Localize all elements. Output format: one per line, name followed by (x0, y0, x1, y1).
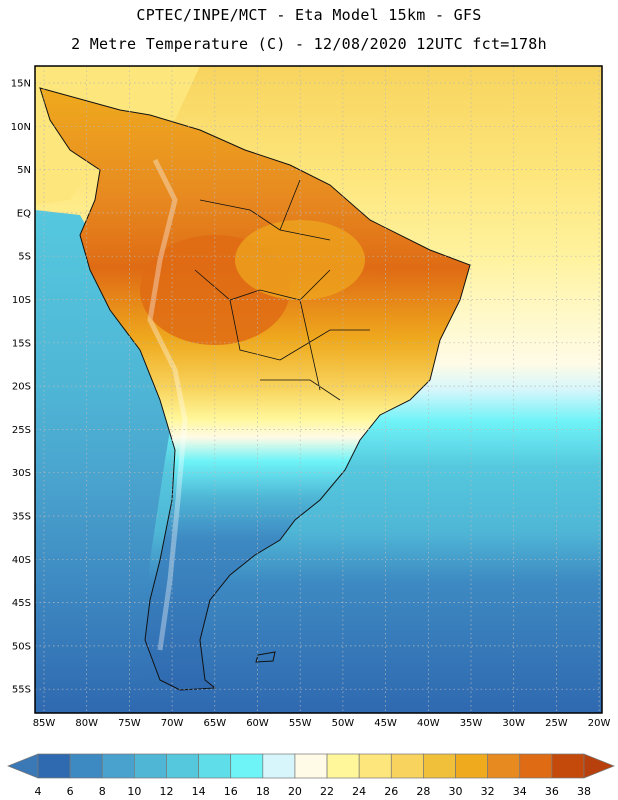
lat-label: 5N (17, 165, 31, 176)
lon-label: 30W (502, 718, 525, 729)
map-frame (34, 65, 603, 714)
lat-label: 15S (12, 338, 31, 349)
lat-label: 55S (12, 685, 31, 696)
colorbar-label: 6 (67, 785, 74, 798)
lon-label: 60W (246, 718, 269, 729)
colorbar-label: 8 (99, 785, 106, 798)
lat-label: EQ (17, 208, 31, 219)
lon-label: 45W (374, 718, 397, 729)
lon-label: 35W (460, 718, 483, 729)
lat-label: 10N (11, 122, 31, 133)
colorbar-label: 16 (224, 785, 238, 798)
colorbar-swatch (230, 753, 264, 779)
lat-label: 50S (12, 641, 31, 652)
colorbar-swatch (198, 753, 232, 779)
colorbar-label: 10 (127, 785, 141, 798)
south-america-landmass (39, 87, 471, 691)
colorbar-label: 14 (192, 785, 206, 798)
colorbar-label: 20 (288, 785, 302, 798)
lon-label: 70W (161, 718, 184, 729)
lon-label: 50W (332, 718, 355, 729)
colorbar-swatch (455, 753, 488, 779)
lon-label: 80W (75, 718, 98, 729)
colorbar-swatch (551, 753, 585, 779)
lat-label: 15N (11, 79, 31, 90)
colorbar-high-arrow (583, 753, 615, 779)
lat-label: 45S (12, 598, 31, 609)
map-title-line2: 2 Metre Temperature (C) - 12/08/2020 12U… (71, 35, 547, 53)
colorbar-swatch (487, 753, 521, 779)
political-borders (194, 179, 370, 401)
colorbar-swatch (166, 753, 199, 779)
colorbar-swatch (519, 753, 553, 779)
colorbar-swatch (358, 753, 392, 779)
andes-cold-strip (147, 158, 188, 651)
colorbar-swatch (326, 753, 360, 779)
colorbar-label: 26 (384, 785, 398, 798)
colorbar-swatch (101, 753, 135, 779)
colorbar-label: 24 (352, 785, 366, 798)
lat-label: 30S (12, 468, 31, 479)
colorbar-label: 4 (35, 785, 42, 798)
lon-label: 65W (203, 718, 226, 729)
lon-label: 85W (33, 718, 56, 729)
falklands (255, 651, 276, 663)
lat-label: 40S (12, 555, 31, 566)
lon-label: 25W (545, 718, 568, 729)
temperature-field (35, 66, 602, 713)
latitude-labels: 15N 10N 5N EQ 5S 10S 15S 20S 25S 30S 35S 40S 45S 50S 5… (11, 79, 31, 696)
lat-label: 5S (18, 252, 31, 263)
lon-label: 75W (118, 718, 141, 729)
colorbar-swatch (262, 753, 296, 779)
colorbar-swatch (294, 753, 328, 779)
colorbar-swatch (69, 753, 103, 779)
lat-label: 35S (12, 512, 31, 523)
map-title-line1: CPTEC/INPE/MCT - Eta Model 15km - GFS (136, 6, 482, 24)
colorbar-label: 12 (159, 785, 173, 798)
lon-label: 20W (588, 718, 611, 729)
colorbar-swatch (37, 753, 71, 779)
colorbar-swatch (134, 753, 167, 779)
lat-label: 10S (12, 295, 31, 306)
colorbar-label: 30 (449, 785, 463, 798)
colorbar-label: 38 (577, 785, 591, 798)
colorbar-label: 18 (256, 785, 270, 798)
lat-label: 20S (12, 382, 31, 393)
colorbar: 4 6 8 10 12 14 16 18 20 22 24 26 28 30 32 34 36 38 (7, 753, 615, 798)
colorbar-swatch (390, 753, 424, 779)
lon-label: 40W (417, 718, 440, 729)
colorbar-label: 34 (513, 785, 527, 798)
lon-label: 55W (289, 718, 312, 729)
longitude-labels: 85W 80W 75W 70W 65W 60W 55W 50W 45W 40W 35W 30W 25W 2… (33, 718, 611, 729)
colorbar-low-arrow (7, 753, 39, 779)
colorbar-label: 32 (481, 785, 495, 798)
colorbar-label: 36 (545, 785, 559, 798)
graticule (35, 66, 602, 713)
lat-label: 25S (12, 425, 31, 436)
colorbar-swatch (423, 753, 456, 779)
colorbar-label: 22 (320, 785, 334, 798)
colorbar-label: 28 (416, 785, 430, 798)
